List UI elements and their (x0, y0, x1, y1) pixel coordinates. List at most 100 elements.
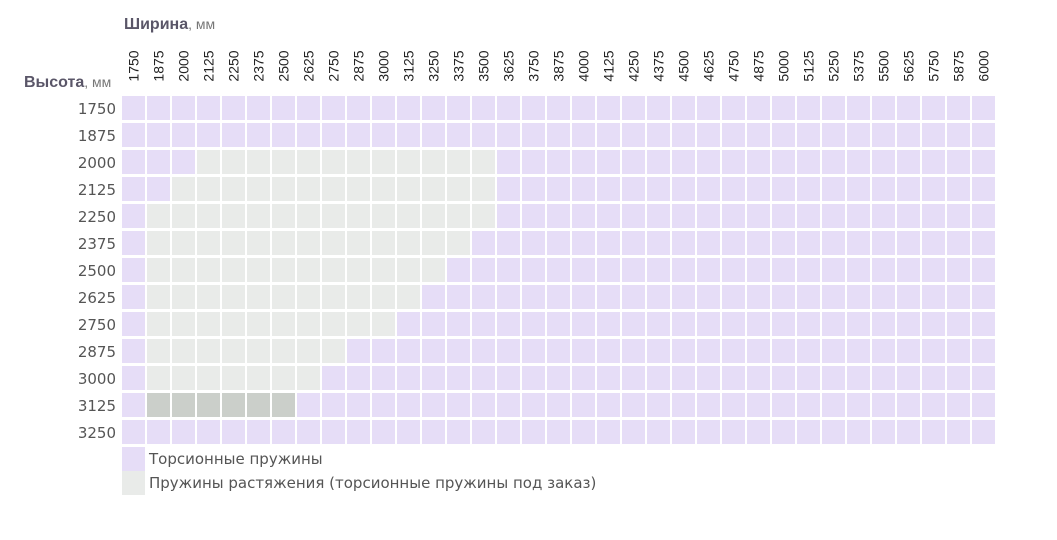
cell-torsion (547, 420, 570, 444)
cell-torsion (422, 366, 445, 390)
cell-torsion (347, 393, 370, 417)
cell-torsion (672, 366, 695, 390)
cell-extension (172, 285, 195, 309)
cell-torsion (172, 150, 195, 174)
cell-torsion (297, 393, 320, 417)
cell-extension (272, 393, 295, 417)
cell-torsion (922, 258, 945, 282)
cell-torsion (747, 285, 770, 309)
cell-torsion (697, 258, 720, 282)
cell-torsion (547, 339, 570, 363)
cell-torsion (322, 123, 345, 147)
y-tick-label: 3000 (77, 370, 116, 388)
cell-extension (272, 150, 295, 174)
cell-extension (297, 339, 320, 363)
cell-torsion (622, 150, 645, 174)
y-tick-label: 2625 (77, 289, 116, 307)
cell-extension (272, 312, 295, 336)
cell-torsion (372, 123, 395, 147)
cell-torsion (772, 312, 795, 336)
cell-torsion (672, 123, 695, 147)
cell-torsion (872, 177, 895, 201)
cell-torsion (122, 123, 145, 147)
cell-torsion (622, 393, 645, 417)
cell-extension (247, 177, 270, 201)
cell-torsion (697, 150, 720, 174)
cell-torsion (647, 339, 670, 363)
cell-torsion (697, 393, 720, 417)
cell-torsion (872, 204, 895, 228)
cell-torsion (122, 177, 145, 201)
cell-torsion (122, 393, 145, 417)
cell-extension (422, 177, 445, 201)
cell-torsion (747, 393, 770, 417)
cell-torsion (647, 96, 670, 120)
cell-extension (297, 204, 320, 228)
cell-torsion (472, 231, 495, 255)
cell-torsion (622, 339, 645, 363)
cell-torsion (722, 285, 745, 309)
cell-extension (347, 285, 370, 309)
cell-torsion (797, 339, 820, 363)
cell-extension (197, 177, 220, 201)
cell-torsion (472, 339, 495, 363)
cell-torsion (497, 231, 520, 255)
cell-torsion (597, 96, 620, 120)
cell-torsion (622, 420, 645, 444)
cell-extension (347, 204, 370, 228)
cell-torsion (247, 123, 270, 147)
cell-torsion (672, 420, 695, 444)
cell-torsion (597, 258, 620, 282)
cell-torsion (622, 204, 645, 228)
cell-extension (322, 231, 345, 255)
cell-torsion (522, 339, 545, 363)
cell-torsion (547, 312, 570, 336)
cell-torsion (772, 339, 795, 363)
cell-torsion (322, 393, 345, 417)
cell-extension (247, 312, 270, 336)
cell-extension (147, 312, 170, 336)
cell-torsion (972, 393, 995, 417)
cell-torsion (522, 420, 545, 444)
cell-torsion (722, 204, 745, 228)
cell-extension (347, 312, 370, 336)
cell-torsion (722, 150, 745, 174)
cell-torsion (547, 258, 570, 282)
cell-torsion (122, 150, 145, 174)
cell-torsion (422, 393, 445, 417)
cell-extension (222, 285, 245, 309)
cell-extension (422, 204, 445, 228)
cell-torsion (797, 231, 820, 255)
cell-torsion (572, 123, 595, 147)
cell-torsion (572, 393, 595, 417)
cell-extension (322, 177, 345, 201)
cell-torsion (272, 123, 295, 147)
cell-torsion (372, 420, 395, 444)
cell-torsion (697, 285, 720, 309)
cell-torsion (897, 204, 920, 228)
cell-torsion (847, 312, 870, 336)
cell-torsion (747, 339, 770, 363)
cell-extension (372, 204, 395, 228)
cell-torsion (747, 231, 770, 255)
cell-torsion (647, 204, 670, 228)
cell-torsion (597, 420, 620, 444)
cell-torsion (847, 150, 870, 174)
cell-torsion (172, 420, 195, 444)
cell-torsion (222, 96, 245, 120)
cell-torsion (697, 420, 720, 444)
cell-torsion (797, 258, 820, 282)
cell-torsion (947, 177, 970, 201)
cell-torsion (622, 258, 645, 282)
cell-torsion (697, 366, 720, 390)
cell-extension (197, 231, 220, 255)
cell-torsion (372, 339, 395, 363)
cell-torsion (572, 150, 595, 174)
y-tick-label: 1875 (77, 127, 116, 145)
legend-torsion: Торсионные пружины (122, 447, 323, 471)
cell-torsion (922, 339, 945, 363)
cell-torsion (622, 312, 645, 336)
cell-extension (397, 231, 420, 255)
cell-torsion (697, 204, 720, 228)
cell-torsion (372, 366, 395, 390)
